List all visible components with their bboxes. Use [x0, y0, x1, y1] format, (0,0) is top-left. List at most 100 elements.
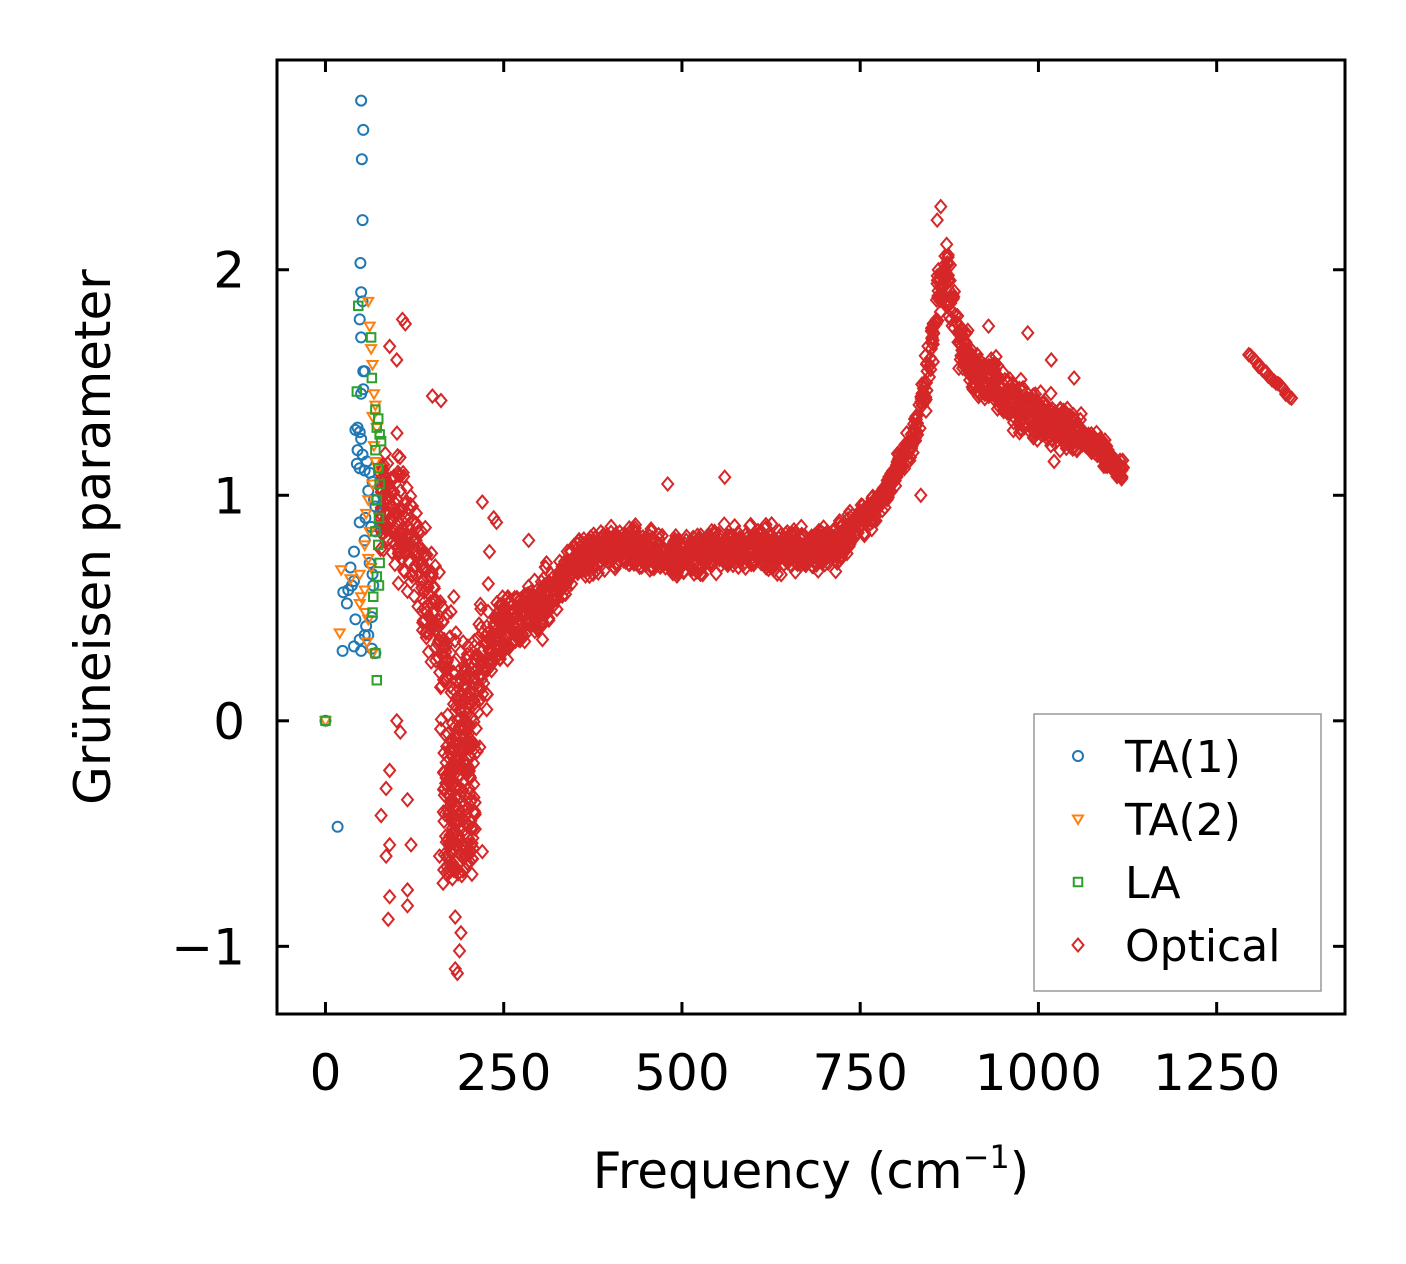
- data-point: [353, 313, 366, 326]
- data-point: [731, 524, 745, 541]
- data-point: [931, 261, 946, 278]
- data-point: [448, 960, 463, 977]
- data-point: [933, 198, 948, 215]
- data-point: [403, 496, 418, 513]
- data-point: [820, 531, 835, 548]
- data-point: [358, 534, 371, 547]
- data-point: [900, 446, 915, 463]
- data-point: [542, 612, 556, 629]
- data-point: [418, 519, 433, 536]
- data-point: [761, 561, 776, 578]
- data-point: [993, 393, 1008, 410]
- data-point: [622, 556, 637, 573]
- data-point: [984, 357, 999, 374]
- data-point: [474, 671, 489, 688]
- data-point: [430, 648, 445, 665]
- data-point: [467, 740, 482, 757]
- data-point: [660, 475, 675, 493]
- data-point: [460, 651, 474, 669]
- legend: TA(1) TA(2) LA Optical: [1033, 713, 1322, 992]
- data-point: [365, 332, 377, 343]
- data-point: [357, 123, 370, 136]
- data-point: [422, 625, 436, 642]
- data-point: [457, 720, 471, 737]
- data-point: [1016, 398, 1031, 415]
- data-point: [390, 425, 404, 442]
- data-point: [776, 537, 791, 554]
- data-point: [456, 677, 471, 694]
- data-point: [599, 541, 614, 558]
- data-point: [425, 387, 440, 405]
- data-point: [946, 290, 961, 307]
- data-point: [881, 484, 895, 501]
- data-point: [1064, 412, 1079, 429]
- y-tick-label: 2: [213, 242, 245, 300]
- data-point: [546, 597, 561, 615]
- data-point: [699, 542, 713, 559]
- data-point: [414, 575, 428, 592]
- data-point: [379, 519, 394, 536]
- data-point: [977, 390, 992, 407]
- data-point: [653, 536, 668, 553]
- data-point: [809, 541, 824, 558]
- data-point: [396, 468, 411, 485]
- data-point: [947, 283, 962, 300]
- data-point: [473, 596, 488, 613]
- data-point: [388, 527, 403, 544]
- data-point: [914, 393, 928, 410]
- data-point: [799, 557, 813, 574]
- data-point: [915, 397, 930, 414]
- x-tick-label: 1000: [975, 1044, 1102, 1102]
- data-point: [359, 508, 373, 521]
- x-axis-label-main: Frequency (cm: [593, 1142, 963, 1200]
- data-point: [349, 613, 362, 626]
- data-point: [642, 539, 657, 557]
- data-point: [743, 516, 758, 533]
- data-point: [1073, 411, 1088, 428]
- data-point: [913, 487, 928, 504]
- data-point: [467, 632, 482, 649]
- legend-marker: [1072, 750, 1084, 762]
- data-point: [539, 595, 554, 612]
- data-point: [930, 275, 944, 292]
- data-point: [379, 848, 393, 865]
- data-point: [457, 701, 472, 718]
- data-point: [414, 579, 429, 596]
- data-point: [1053, 401, 1067, 418]
- data-point: [450, 724, 465, 741]
- data-point: [481, 603, 495, 620]
- data-point: [469, 647, 483, 664]
- data-point: [931, 289, 945, 306]
- data-point: [440, 606, 454, 623]
- data-point: [808, 528, 823, 545]
- data-point: [332, 628, 347, 640]
- data-point: [714, 544, 728, 561]
- data-point: [357, 383, 370, 396]
- data-point: [644, 520, 658, 538]
- data-point: [398, 315, 413, 332]
- data-point: [455, 745, 469, 762]
- data-point: [872, 495, 887, 512]
- data-point: [541, 575, 556, 592]
- data-point: [1284, 390, 1299, 407]
- data-point: [670, 562, 684, 579]
- data-point: [495, 596, 510, 613]
- data-point: [1011, 397, 1026, 415]
- data-point: [376, 541, 391, 558]
- data-point: [433, 593, 448, 611]
- data-point: [669, 545, 683, 562]
- data-point: [336, 644, 349, 657]
- data-point: [362, 321, 377, 334]
- data-point: [479, 701, 494, 718]
- data-point: [717, 469, 732, 486]
- data-point: [525, 587, 539, 604]
- data-point: [489, 514, 504, 531]
- data-point: [366, 372, 378, 384]
- data-point: [428, 557, 443, 575]
- data-point: [393, 449, 407, 466]
- data-point: [1040, 415, 1054, 433]
- data-point: [888, 468, 902, 485]
- data-point: [521, 532, 536, 549]
- legend-label: LA: [1125, 858, 1181, 909]
- data-point: [1078, 434, 1093, 452]
